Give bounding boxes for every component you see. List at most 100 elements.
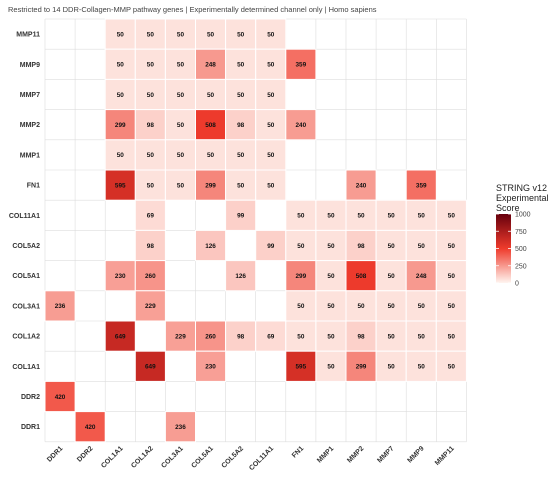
heatmap-cell xyxy=(255,48,287,80)
heatmap-cell xyxy=(255,320,287,352)
cell-value-label: 299 xyxy=(115,122,126,129)
cell-value-label: 649 xyxy=(115,333,126,340)
x-tick-label: COL1A1 xyxy=(100,445,125,470)
cell-value-label: 50 xyxy=(418,213,426,220)
heatmap-cell xyxy=(285,260,317,292)
y-tick-label: DDR1 xyxy=(21,424,40,431)
cell-value-label: 50 xyxy=(207,152,215,159)
cell-value-label: 98 xyxy=(147,122,155,129)
cell-value-label: 50 xyxy=(388,364,396,371)
cell-value-label: 50 xyxy=(117,152,125,159)
x-tick-label: MMP1 xyxy=(316,445,335,464)
cell-value-label: 50 xyxy=(388,273,396,280)
y-tick-label: FN1 xyxy=(27,183,40,190)
cell-value-label: 50 xyxy=(267,182,275,189)
cell-value-label: 50 xyxy=(177,152,185,159)
cell-value-label: 50 xyxy=(388,303,396,310)
cell-value-label: 50 xyxy=(448,213,456,220)
x-tick-label: FN1 xyxy=(291,445,305,459)
cell-value-label: 98 xyxy=(357,243,365,250)
cell-value-label: 98 xyxy=(147,243,155,250)
cell-value-label: 420 xyxy=(85,424,96,431)
heatmap-cell xyxy=(435,290,467,322)
cell-value-label: 50 xyxy=(418,364,426,371)
cell-value-label: 229 xyxy=(175,333,186,340)
cell-value-label: 50 xyxy=(147,182,155,189)
x-tick-label: MMP7 xyxy=(376,445,395,464)
cell-value-label: 236 xyxy=(175,424,186,431)
cell-value-label: 50 xyxy=(327,273,335,280)
cell-value-label: 50 xyxy=(297,213,305,220)
heatmap-cell xyxy=(104,169,136,201)
y-tick-label: MMP9 xyxy=(20,62,40,69)
cell-value-label: 69 xyxy=(147,213,155,220)
cell-value-label: 50 xyxy=(448,243,456,250)
cell-value-label: 299 xyxy=(296,273,307,280)
heatmap-cell xyxy=(134,350,166,382)
y-tick-label: COL1A2 xyxy=(12,334,40,341)
y-tick-label: MMP11 xyxy=(16,32,40,39)
heatmap-cell xyxy=(255,169,287,201)
x-axis: DDR1 DDR2 COL1A1 COL1A2 COL3A1 COL5A1 COL5A2 CO… xyxy=(46,445,456,472)
cell-value-label: 50 xyxy=(177,122,185,129)
y-axis: MMP11 MMP9 MMP7 MMP2 MMP1 FN1 COL11A1 COL5A2 COL… xyxy=(9,32,40,432)
cell-value-label: 50 xyxy=(147,92,155,99)
heatmap-cell xyxy=(315,350,347,382)
cell-value-label: 50 xyxy=(388,243,396,250)
cell-value-label: 260 xyxy=(145,273,156,280)
cell-value-label: 359 xyxy=(296,62,307,69)
heatmap-cell xyxy=(225,199,257,231)
heatmap-cell xyxy=(375,229,407,262)
x-tick-label: COL1A2 xyxy=(130,445,155,470)
heatmap-cell xyxy=(405,320,437,352)
cell-value-label: 99 xyxy=(267,243,275,250)
cell-value-label: 50 xyxy=(177,182,185,189)
heatmap-cell xyxy=(44,380,76,413)
cell-value-label: 260 xyxy=(205,333,216,340)
cell-value-label: 50 xyxy=(147,152,155,159)
cell-value-label: 50 xyxy=(237,92,245,99)
cell-value-label: 50 xyxy=(267,92,275,99)
heatmap-cell xyxy=(405,350,437,382)
x-tick-label: MMP9 xyxy=(406,445,425,464)
heatmap-cell xyxy=(285,350,317,382)
cell-value-label: 50 xyxy=(117,92,125,99)
cell-value-label: 99 xyxy=(237,213,245,220)
cell-value-label: 50 xyxy=(327,303,335,310)
x-tick-label: COL3A1 xyxy=(160,445,185,470)
cell-value-label: 508 xyxy=(356,273,367,280)
cell-value-label: 248 xyxy=(205,62,216,69)
heatmap-cell xyxy=(195,350,227,382)
cell-value-label: 248 xyxy=(416,273,427,280)
cell-value-label: 50 xyxy=(357,213,365,220)
heatmap-cell xyxy=(405,199,437,231)
cell-value-label: 98 xyxy=(357,333,365,340)
cell-value-label: 69 xyxy=(267,333,275,340)
x-tick-label: DDR1 xyxy=(46,445,65,464)
cell-value-label: 508 xyxy=(205,122,216,129)
heatmap-cell xyxy=(255,229,287,262)
heatmap-cell xyxy=(285,109,317,141)
heatmap-cell xyxy=(164,78,196,111)
heatmap-cell xyxy=(195,229,227,262)
cell-value-label: 299 xyxy=(356,364,367,371)
cell-value-label: 50 xyxy=(418,303,426,310)
cell-value-label: 50 xyxy=(327,213,335,220)
heatmap-cell xyxy=(195,18,227,50)
heatmap-cell xyxy=(164,411,196,443)
cell-value-label: 50 xyxy=(117,62,125,69)
cell-value-label: 98 xyxy=(237,333,245,340)
heatmap-cell xyxy=(255,78,287,111)
cell-value-label: 50 xyxy=(418,243,426,250)
heatmap-cell xyxy=(164,169,196,201)
heatmap-cell xyxy=(405,169,437,201)
y-tick-label: COL5A1 xyxy=(12,273,40,280)
heatmap-cell xyxy=(134,109,166,141)
cell-value-label: 50 xyxy=(117,31,125,38)
heatmap-cell xyxy=(345,320,377,352)
cell-value-label: 50 xyxy=(448,273,456,280)
cell-value-label: 236 xyxy=(55,303,66,310)
cell-value-label: 50 xyxy=(267,62,275,69)
heatmap-cell xyxy=(345,260,377,292)
